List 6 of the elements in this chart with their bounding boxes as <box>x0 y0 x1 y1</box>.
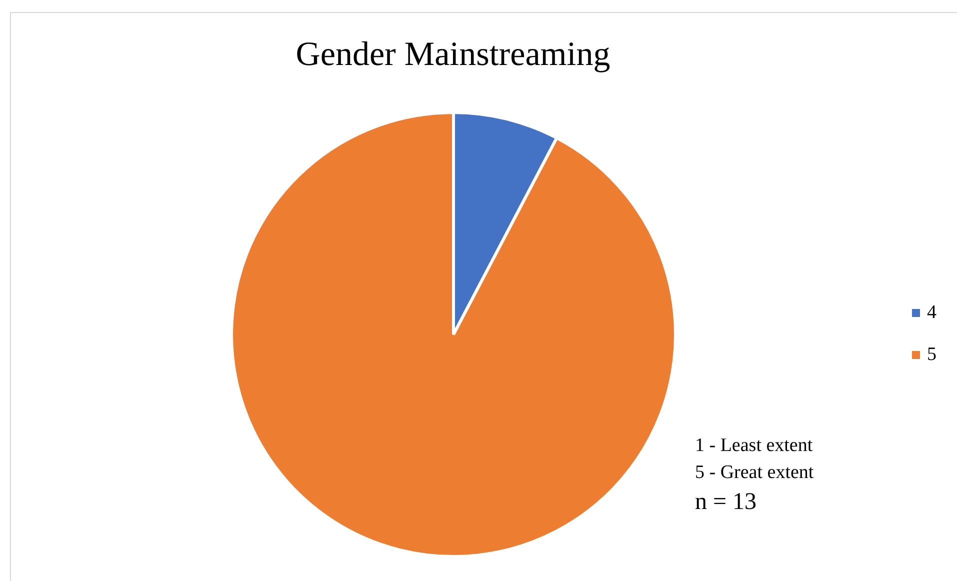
text: n = 13 <box>695 488 758 517</box>
text: 1 - Least extent <box>695 434 814 458</box>
legend-label: 5 <box>927 344 936 366</box>
legend-label: 4 <box>927 302 936 324</box>
text: 5 - Great extent <box>695 461 814 485</box>
chart-title: Gender Mainstreaming <box>294 36 612 74</box>
